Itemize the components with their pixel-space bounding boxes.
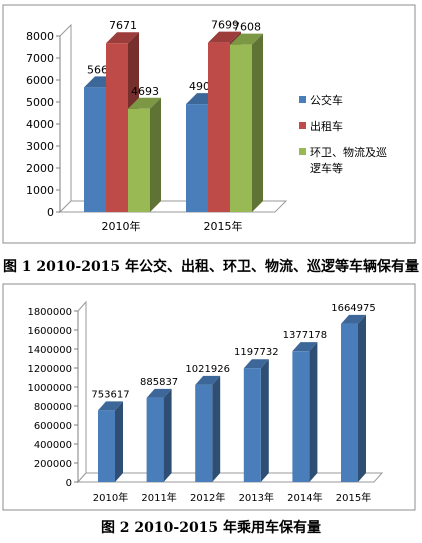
legend-label: 公交车 [310,93,343,107]
bar-1 [146,397,164,482]
legend-swatch [299,96,306,103]
y-tick-label: 1000 [26,184,54,197]
data-label: 753617 [91,389,129,400]
data-label: 885837 [140,377,178,388]
bar-0-0 [84,87,106,212]
y-tick-label: 200000 [34,459,72,470]
y-tick-label: 1200000 [27,364,72,375]
data-label: 1197732 [234,347,279,358]
bar-1-side [163,388,172,482]
legend-swatch [299,122,306,129]
x-tick-label: 2015年 [336,491,371,504]
chart-2-caption: 图 2 2010-2015 年乘用车保有量 [100,520,322,536]
x-tick-label: 2010年 [102,219,141,233]
bar-0-2-top [128,97,161,109]
bar-1-top [146,388,172,398]
legend-label: 出租车 [310,119,343,133]
bar-0-top [98,401,123,411]
x-tick-label: 2014年 [287,491,322,504]
bar-1-1 [208,42,230,212]
chart-1: 0100020003000400050006000700080005666767… [2,4,416,244]
bar-4 [292,351,310,482]
y-tick-label: 5000 [26,96,54,109]
y-tick-label: 600000 [34,421,72,432]
bar-5 [341,323,358,482]
y-tick-label: 7000 [26,52,54,65]
y-tick-label: 1600000 [27,326,72,337]
y-tick-label: 0 [47,206,54,219]
legend-swatch [299,148,306,155]
bar-2 [195,384,213,482]
bar-5-side [358,314,366,482]
floor [76,472,384,483]
chart-2: 0 200000 400000 600000 800000 1000000 1200000 1… [2,283,416,511]
bar-0 [98,410,115,482]
bar-0-2 [128,108,150,212]
legend-label: 环卫、物流及巡 [310,145,387,159]
data-label: 1664975 [331,303,376,314]
y-tick-label: 3000 [26,140,54,153]
y-tick-label: 2000 [26,162,54,175]
legend-label: 逻车等 [310,161,343,175]
x-tick-label: 2015年 [204,219,243,233]
y-tick-label: 1800000 [27,307,72,318]
y-tick-label: 800000 [34,402,72,413]
y-tick-label: 8000 [26,30,54,43]
x-tick-label: 2012年 [190,491,225,504]
y-tick-label: 1400000 [27,345,72,356]
bar-0-side [115,401,123,482]
bar-1-2-top [230,33,263,45]
bar-0-1 [106,43,128,212]
bar-2-top [195,375,221,385]
y-tick-label: 6000 [26,74,54,87]
bar-4-side [309,342,318,482]
data-label: 1377178 [283,330,328,341]
y-tick-label: 1000000 [27,383,72,394]
bar-3-side [260,359,269,482]
x-tick-label: 2010年 [93,491,128,504]
bar-1-0 [186,104,208,212]
y-tick-label: 4000 [26,118,54,131]
bar-0-1-top [106,32,139,44]
y-tick-label: 0 [66,478,72,489]
data-label: 1021926 [185,364,230,375]
bar-3-top [243,359,269,369]
x-tick-label: 2011年 [141,491,176,504]
data-label: 7608 [233,21,261,34]
bar-2-side [212,375,221,482]
data-label: 7699 [211,19,239,32]
bar-5-top [341,314,366,324]
chart-1-caption: 图 1 2010-2015 年公交、出租、环卫、物流、巡逻等车辆保有量 [2,259,420,275]
bar-4-top [292,342,318,352]
bar-0-2-side [150,97,161,212]
y-tick-label: 400000 [34,440,72,451]
x-tick-label: 2013年 [239,491,274,504]
data-label: 7671 [109,19,137,32]
data-label: 4693 [131,85,159,98]
bar-1-2-side [252,33,263,213]
back-wall [77,300,87,484]
bar-3 [243,368,261,482]
bar-1-1-top [208,31,241,43]
bar-1-2 [230,44,252,213]
